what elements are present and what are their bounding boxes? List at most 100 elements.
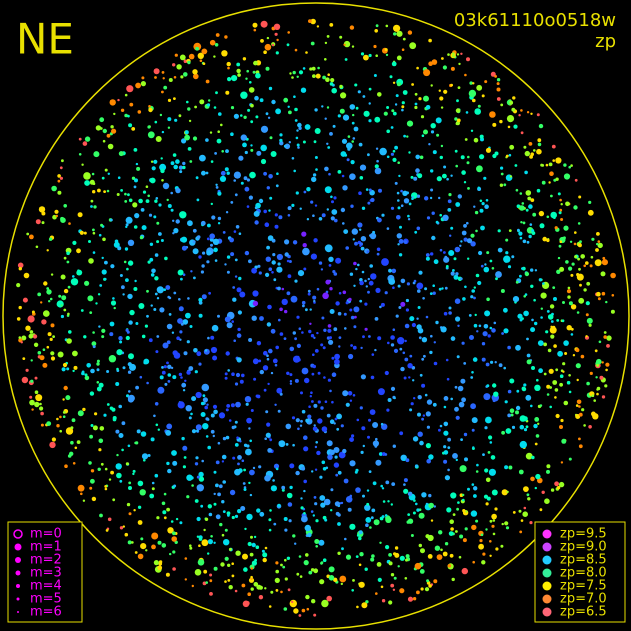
star	[432, 284, 436, 288]
star	[133, 148, 138, 152]
star	[129, 198, 132, 202]
star	[390, 343, 395, 347]
star	[234, 382, 239, 386]
star	[327, 454, 333, 460]
star	[321, 426, 328, 432]
star	[184, 379, 187, 382]
star	[278, 215, 283, 220]
star	[450, 527, 454, 531]
star	[426, 216, 431, 220]
star	[466, 221, 469, 225]
star	[360, 450, 364, 454]
star	[511, 255, 515, 259]
star	[234, 275, 238, 278]
star	[546, 469, 550, 474]
star	[159, 307, 165, 313]
star	[221, 50, 228, 57]
star	[289, 72, 292, 75]
star	[392, 286, 395, 290]
star	[348, 297, 352, 302]
star	[322, 558, 327, 562]
star	[172, 550, 176, 554]
star	[485, 502, 489, 506]
star	[132, 472, 135, 476]
star	[410, 534, 414, 537]
star	[129, 309, 135, 316]
star	[291, 416, 296, 420]
star	[397, 206, 401, 210]
star	[360, 246, 365, 251]
star	[433, 505, 436, 508]
star	[506, 115, 515, 123]
legend-label: m=5	[30, 592, 62, 607]
star	[309, 67, 313, 71]
star	[48, 237, 53, 241]
star	[176, 336, 180, 341]
star	[299, 575, 303, 578]
star	[182, 445, 188, 451]
star	[76, 248, 81, 254]
star	[127, 362, 132, 367]
star	[310, 18, 316, 25]
legend-label: zp=9.0	[560, 540, 607, 555]
star	[348, 353, 354, 360]
star	[314, 502, 318, 506]
star	[531, 231, 536, 236]
star	[99, 127, 103, 130]
star	[500, 289, 505, 293]
star	[340, 424, 344, 428]
star	[485, 416, 492, 424]
star	[357, 90, 361, 94]
legend-marker	[542, 594, 552, 604]
star	[325, 77, 330, 82]
star	[181, 382, 187, 388]
star	[350, 160, 355, 165]
star	[317, 418, 323, 424]
star	[172, 219, 175, 222]
star	[542, 236, 547, 242]
star	[27, 315, 35, 323]
star	[400, 366, 405, 372]
star	[275, 345, 280, 350]
star	[330, 195, 333, 199]
star	[557, 192, 561, 196]
star	[492, 519, 496, 522]
star	[508, 229, 512, 233]
star	[424, 287, 428, 291]
star	[303, 435, 308, 441]
star	[272, 253, 276, 257]
star	[236, 436, 239, 440]
star	[488, 435, 493, 440]
star	[313, 613, 317, 617]
star	[375, 24, 379, 28]
star	[597, 240, 601, 243]
star	[276, 38, 279, 42]
star	[136, 429, 141, 434]
star	[421, 357, 425, 361]
star	[324, 166, 329, 172]
star	[316, 450, 321, 456]
star	[351, 140, 355, 143]
star	[291, 600, 294, 604]
star	[301, 409, 306, 414]
star	[301, 331, 304, 334]
star	[287, 206, 292, 211]
star	[500, 172, 504, 176]
star	[433, 341, 436, 344]
star	[493, 391, 499, 397]
star-field	[16, 18, 616, 617]
star	[215, 186, 219, 189]
star	[186, 495, 190, 499]
star	[268, 174, 273, 179]
star	[358, 142, 363, 147]
star	[453, 257, 457, 261]
star	[231, 562, 234, 565]
star	[405, 558, 408, 562]
star	[32, 334, 38, 339]
star	[464, 527, 468, 531]
star	[206, 260, 210, 264]
star	[189, 544, 192, 547]
star	[534, 486, 537, 490]
star	[358, 530, 363, 535]
star	[396, 55, 402, 61]
